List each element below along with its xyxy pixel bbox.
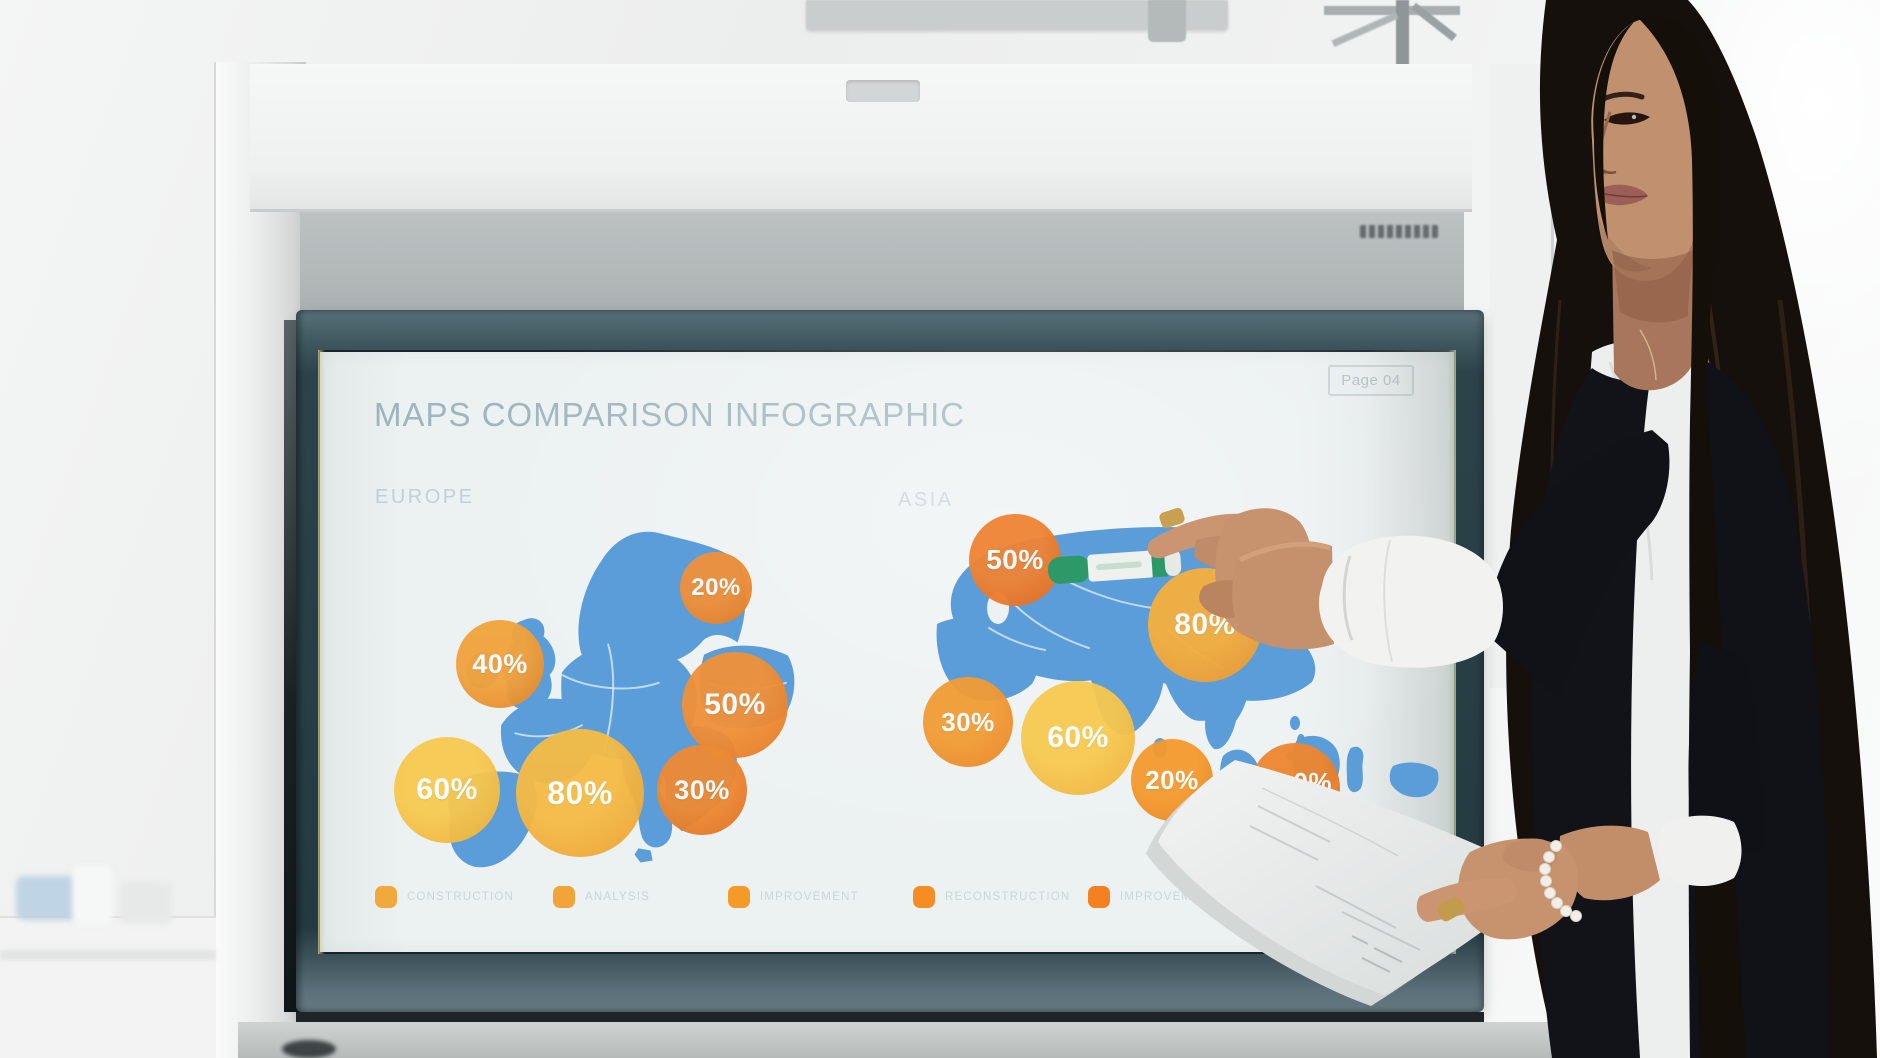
data-bubble: 20% — [680, 552, 752, 624]
data-bubble: 50% — [969, 514, 1061, 606]
lips — [1597, 184, 1648, 206]
shirt-cuff — [1658, 815, 1742, 887]
data-bubble: 30% — [657, 745, 747, 835]
region-label-europe: EUROPE — [375, 486, 475, 508]
bubble-value: 50% — [704, 688, 766, 721]
bubble-value: 20% — [1145, 764, 1199, 795]
legend-label: RECONSTRUCTION — [945, 891, 1071, 903]
legend-item: ANALYSIS — [553, 886, 650, 908]
gold-ring — [1159, 507, 1185, 529]
white-sleeve — [1318, 535, 1503, 668]
legend-item: CONSTRUCTION — [375, 886, 514, 908]
bubble-value: 30% — [941, 706, 995, 737]
bubble-value: 50% — [986, 544, 1044, 575]
blazer-forearm — [1688, 640, 1763, 852]
legend-swatch-icon — [1088, 886, 1110, 908]
legend-swatch-icon — [553, 886, 575, 908]
thumb — [1502, 838, 1558, 872]
data-bubble: 60% — [394, 737, 500, 843]
legend-item: IMPROVEMENT — [728, 886, 859, 908]
ceiling-rail-bracket — [1148, 0, 1186, 42]
region-label-asia: ASIA — [898, 489, 954, 511]
wall-panel — [300, 212, 1464, 320]
legend-label: ANALYSIS — [585, 891, 650, 903]
blurred-tray — [16, 876, 82, 920]
counter-shadow — [0, 950, 216, 960]
blurred-bottle — [72, 866, 112, 924]
panel-handle — [846, 80, 920, 102]
wrist — [1559, 825, 1660, 901]
data-bubble: 50% — [682, 652, 788, 758]
bubble-value: 60% — [1047, 721, 1109, 754]
pillar-edge — [214, 62, 216, 1058]
gold-ring — [1437, 896, 1465, 922]
slide-title: MAPS COMPARISON INFOGRAPHIC — [374, 396, 966, 433]
data-bubble: 60% — [1021, 681, 1135, 795]
necklace — [1639, 329, 1657, 381]
screen-edge-glow — [318, 350, 325, 954]
bubble-value: 20% — [691, 574, 741, 601]
legend-label: CONSTRUCTION — [407, 891, 515, 903]
forearm — [1232, 541, 1334, 650]
paper-sheets — [1146, 760, 1548, 1006]
blurred-box — [120, 882, 172, 924]
ceiling-truss-pole — [1396, 0, 1409, 80]
legend-swatch-icon — [375, 886, 397, 908]
presenter-pointing-arm — [1047, 430, 1670, 700]
legend-swatch-icon — [728, 886, 750, 908]
paper-sheet — [1158, 760, 1548, 995]
data-bubble: 80% — [516, 729, 644, 857]
presenter — [1047, 0, 1877, 1058]
ceiling-truss-bar — [1324, 6, 1460, 15]
pearl-bracelet — [1539, 840, 1582, 922]
tv-stand-gap — [296, 1012, 1484, 1022]
bubble-value: 80% — [547, 774, 613, 811]
legend-item: RECONSTRUCTION — [913, 886, 1070, 908]
legend-label: IMPROVEMENT — [760, 891, 859, 903]
bubble-value: 60% — [416, 773, 478, 806]
data-bubble: 40% — [456, 620, 544, 708]
presenter-face — [1591, 18, 1708, 391]
tv-stand — [238, 1022, 1572, 1058]
data-bubble: 20% — [1131, 739, 1213, 821]
marker-pen — [1047, 548, 1182, 584]
bubble-value: 30% — [674, 774, 730, 805]
brand-sticker — [1360, 225, 1438, 238]
data-bubble: 30% — [923, 677, 1013, 767]
presenter-holding-arm — [1416, 640, 1763, 940]
cable-blob — [282, 1040, 336, 1058]
page-badge: Page 04 — [1328, 365, 1414, 396]
eye — [1604, 112, 1650, 125]
bubble-value: 40% — [472, 648, 528, 679]
side-counter — [0, 916, 216, 1058]
blazer-sleeve — [1484, 430, 1670, 700]
legend-swatch-icon — [913, 886, 935, 908]
